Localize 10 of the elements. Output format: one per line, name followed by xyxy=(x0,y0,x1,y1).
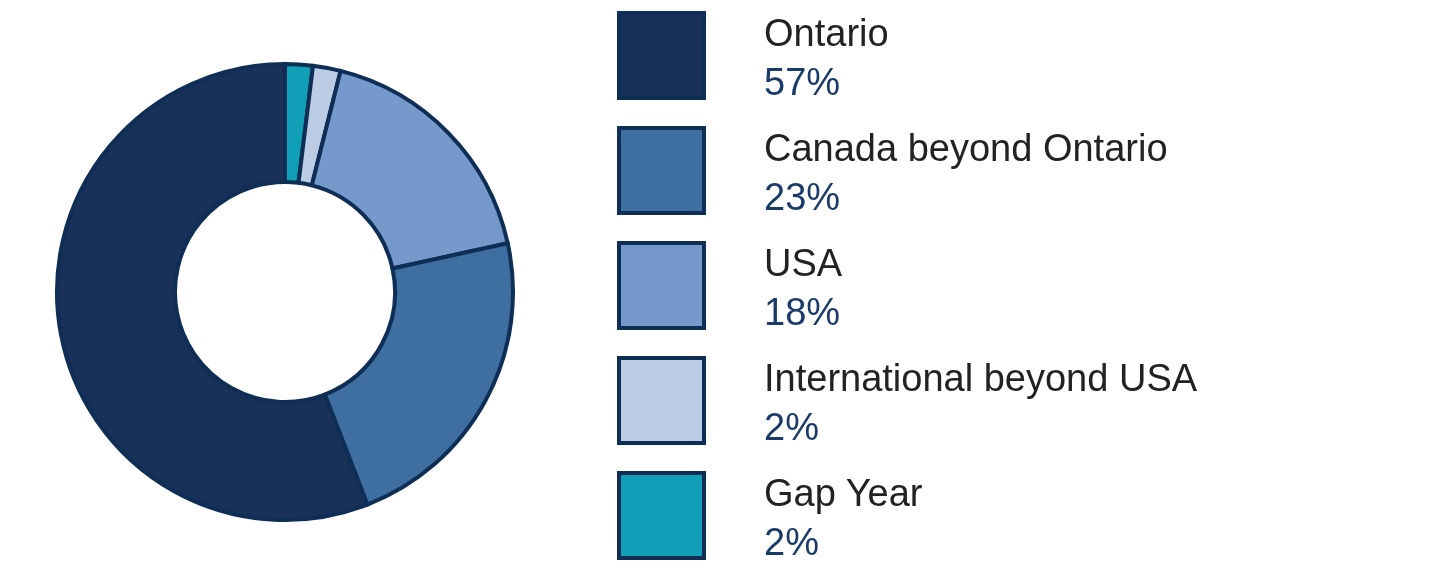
legend-label: Canada beyond Ontario xyxy=(764,127,1168,169)
data-label: 57% xyxy=(764,61,841,103)
legend-label: International beyond USA xyxy=(764,357,1198,399)
data-label: 18% xyxy=(764,291,841,333)
legend-label: Ontario xyxy=(764,12,889,54)
data-label: 2% xyxy=(764,521,819,563)
data-label: 23% xyxy=(764,176,841,218)
legend-label: USA xyxy=(764,242,843,284)
legend-label: Gap Year xyxy=(764,472,923,514)
data-label: 2% xyxy=(764,406,819,448)
